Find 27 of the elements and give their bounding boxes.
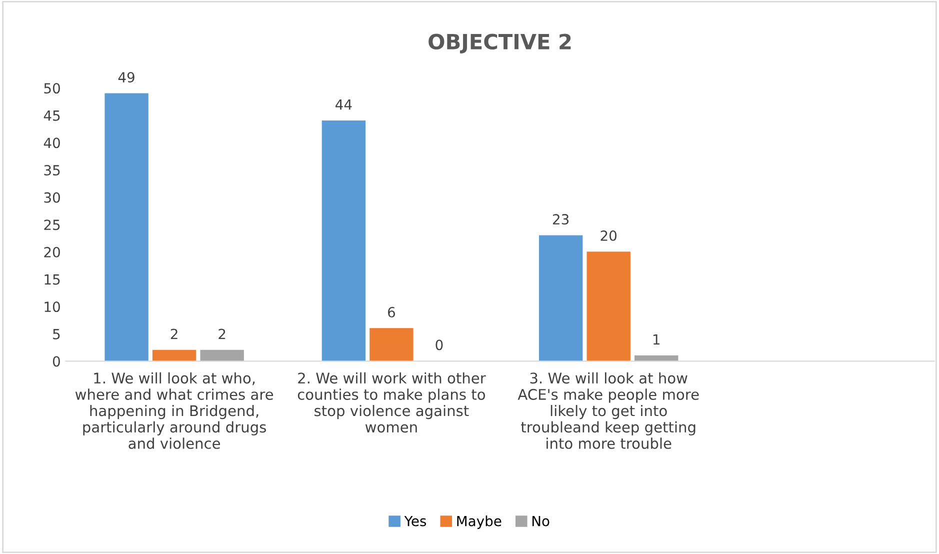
data-label: 1 bbox=[653, 334, 660, 345]
data-label: 6 bbox=[388, 306, 395, 318]
chart-title: OBJECTIVE 2 bbox=[428, 34, 571, 54]
y-tick-label: 50 bbox=[44, 83, 60, 94]
y-tick-label: 0 bbox=[52, 356, 60, 367]
legend-label: No bbox=[532, 516, 550, 526]
data-label: 2 bbox=[218, 328, 226, 340]
x-tick-label: 1. We will look at who, where and what crimes are happening in Bridgend, particularly around drugs and violence bbox=[75, 372, 274, 449]
y-tick-label: 25 bbox=[44, 220, 60, 230]
data-label: 20 bbox=[600, 230, 617, 241]
y-tick-label: 30 bbox=[44, 192, 60, 203]
data-label: 23 bbox=[553, 214, 569, 225]
x-tick-label: 2. We will work with other counties to make plans to stop violence against women bbox=[298, 372, 486, 433]
y-tick-label: 20 bbox=[44, 246, 60, 258]
legend-label: Yes bbox=[404, 516, 426, 526]
y-tick-label: 35 bbox=[44, 164, 60, 176]
data-label: 0 bbox=[436, 340, 443, 350]
data-label: 49 bbox=[118, 72, 134, 83]
data-label: 2 bbox=[170, 328, 178, 340]
data-label: 44 bbox=[336, 100, 352, 110]
legend-label: Maybe bbox=[457, 516, 502, 529]
y-tick-label: 15 bbox=[44, 274, 60, 285]
y-tick-label: 40 bbox=[44, 138, 60, 148]
y-tick-label: 45 bbox=[44, 110, 60, 121]
x-tick-label: 3. We will look at how ACE's make people more likely to get into troubleand keep getting into more trouble bbox=[518, 372, 699, 449]
y-tick-label: 10 bbox=[44, 302, 60, 312]
y-tick-label: 5 bbox=[53, 329, 60, 340]
